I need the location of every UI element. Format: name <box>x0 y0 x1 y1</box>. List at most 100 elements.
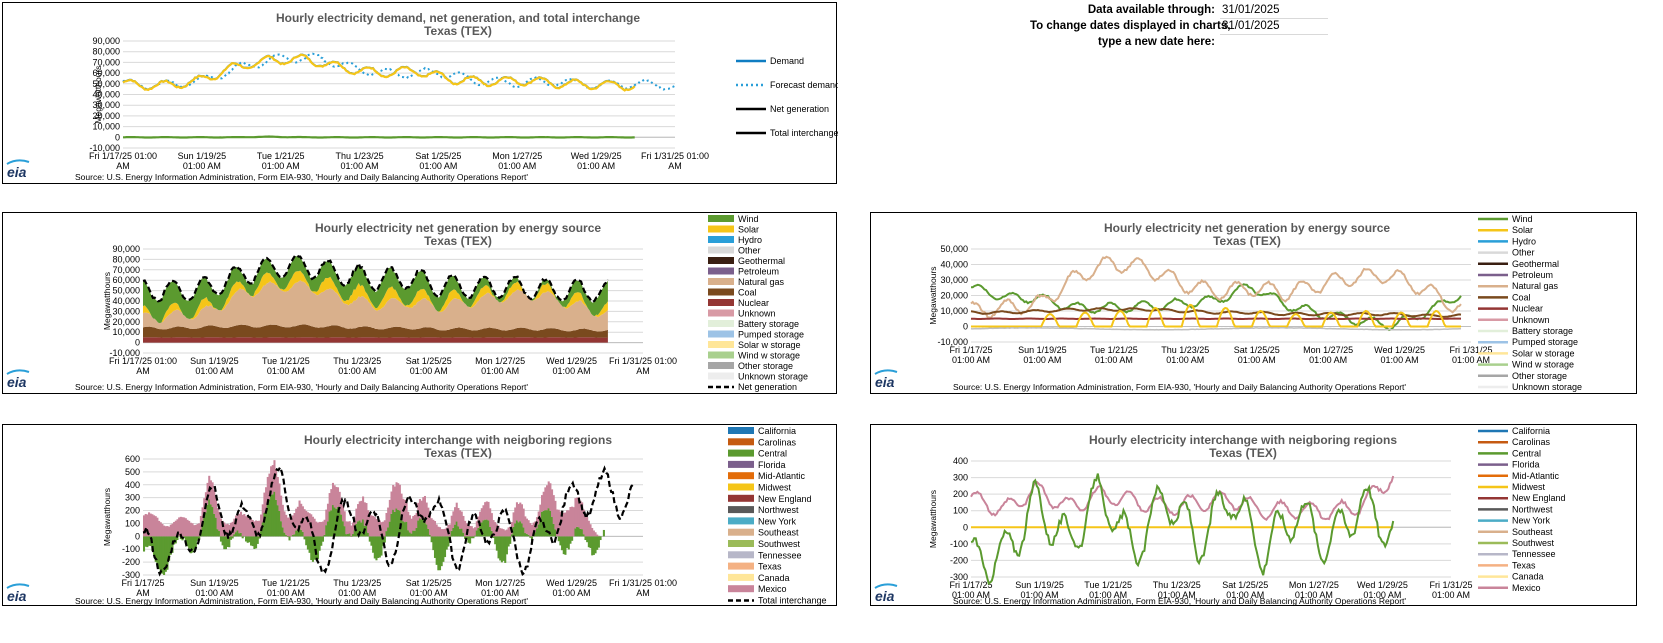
bar-central <box>571 536 574 541</box>
y-tick-label: 600 <box>125 454 140 464</box>
bar-central <box>427 528 430 537</box>
bar-central <box>537 524 540 537</box>
x-tick-label: 01:00 AM <box>1295 590 1333 600</box>
legend-swatch <box>728 540 754 547</box>
chart-title: Hourly electricity demand, net generatio… <box>276 11 640 25</box>
x-tick-label: 01:00 AM <box>195 366 233 376</box>
eia-logo: eia <box>875 588 895 604</box>
bar-mexico <box>224 524 228 537</box>
legend-label: Central <box>758 449 787 459</box>
x-tick-label: Sat 1/25/25 <box>406 578 452 588</box>
bar-central <box>305 536 308 546</box>
legend-swatch <box>708 372 734 380</box>
chart-interchange-area-panel[interactable]: Hourly electricity interchange with neig… <box>2 424 837 606</box>
bar-mexico <box>196 523 199 537</box>
legend-swatch <box>728 438 754 446</box>
bar-mexico <box>504 530 507 537</box>
bar-mexico <box>193 525 196 537</box>
series-net-generation-total <box>142 254 609 304</box>
bar-central <box>239 532 243 537</box>
x-tick-label: Sun 1/19/25 <box>190 356 239 366</box>
bar-central <box>579 528 582 537</box>
bar-central <box>445 536 448 550</box>
bar-mexico <box>246 515 249 537</box>
bar-central <box>236 530 239 537</box>
bar-mexico <box>457 507 460 527</box>
bar-mexico <box>321 521 324 537</box>
bar-central <box>425 524 428 537</box>
legend-item: Wind w storage <box>708 351 800 361</box>
bar-central <box>477 527 480 537</box>
bar-mexico <box>372 515 375 537</box>
bar-central <box>261 522 264 537</box>
bar-central <box>328 511 331 537</box>
bar-central <box>474 535 477 537</box>
chart-demand-panel[interactable]: Hourly electricity demand, net generatio… <box>2 2 838 184</box>
x-tick-label: Wed 1/29/25 <box>571 151 622 161</box>
bar-central <box>153 536 156 556</box>
bar-mexico <box>405 502 408 522</box>
legend-label: Solar w storage <box>738 340 801 350</box>
chart-generation-area-panel[interactable]: Hourly electricity net generation by ene… <box>2 212 837 394</box>
chart-interchange-line-panel[interactable]: Hourly electricity interchange with neig… <box>870 424 1637 606</box>
chart-interchange-line-svg: Hourly electricity interchange with neig… <box>874 426 1566 606</box>
bar-mexico <box>432 519 435 537</box>
bar-central <box>385 531 388 537</box>
bar-mexico <box>163 525 166 537</box>
legend-swatch <box>728 506 754 514</box>
bar-mexico <box>153 515 156 537</box>
bar-central <box>412 530 415 537</box>
legend-item: Nuclear <box>1478 304 1543 314</box>
bar-central <box>584 536 587 541</box>
legend-label: Wind w storage <box>738 351 800 361</box>
legend-item: Total interchange <box>728 596 827 606</box>
y-tick-label: 0 <box>115 132 120 142</box>
series-storage <box>970 326 1461 331</box>
bar-central <box>234 532 238 537</box>
bar-central <box>417 520 420 537</box>
legend-item: Mid-Atlantic <box>1478 471 1560 481</box>
bar-mexico <box>266 476 269 503</box>
bar-mexico <box>352 522 355 534</box>
bar-central <box>377 536 380 558</box>
bar-mexico <box>505 529 508 537</box>
chart-generation-line-panel[interactable]: Hourly electricity net generation by ene… <box>870 212 1637 394</box>
bar-mexico <box>219 518 222 537</box>
bar-central <box>310 536 313 561</box>
area-nuclear <box>143 337 608 343</box>
bar-mexico <box>425 502 428 525</box>
source-note: Source: U.S. Energy Information Administ… <box>75 172 528 182</box>
x-tick-label: Fri 1/31/25 01:00 <box>641 151 709 161</box>
bar-mexico <box>581 502 584 530</box>
legend-swatch <box>728 517 754 525</box>
y-tick-label: 50,000 <box>92 79 120 89</box>
bar-central <box>331 505 335 537</box>
legend-label: Unknown storage <box>738 372 808 382</box>
legend-item: Mexico <box>1478 583 1541 593</box>
bar-mexico <box>596 534 599 537</box>
legend-item: Coal <box>1478 292 1531 302</box>
legend-item: Solar <box>1478 225 1533 235</box>
source-note: Source: U.S. Energy Information Administ… <box>75 596 528 606</box>
bar-central <box>472 536 475 539</box>
legend-label: Other <box>738 246 761 256</box>
change-date-input[interactable]: 31/01/2025 <box>1222 20 1280 32</box>
bar-central <box>318 536 321 551</box>
legend-item: Natural gas <box>1478 281 1559 291</box>
legend-label: Mid-Atlantic <box>1512 471 1560 481</box>
x-tick-label: 01:00 AM <box>410 366 448 376</box>
bar-mexico <box>276 476 279 506</box>
bar-central <box>148 536 151 546</box>
bar-central <box>156 536 159 568</box>
bar-central <box>266 502 269 537</box>
bar-central <box>293 534 296 537</box>
bar-mexico <box>532 522 535 534</box>
legend-label: Midwest <box>758 483 792 493</box>
legend-label: Petroleum <box>738 267 779 277</box>
bar-central <box>216 529 219 537</box>
x-tick-label: Sat 1/25/25 <box>1234 345 1280 355</box>
bar-central <box>517 522 520 537</box>
bar-mexico <box>191 523 194 537</box>
bar-central <box>380 536 383 556</box>
y-tick-label: 30,000 <box>112 306 140 316</box>
